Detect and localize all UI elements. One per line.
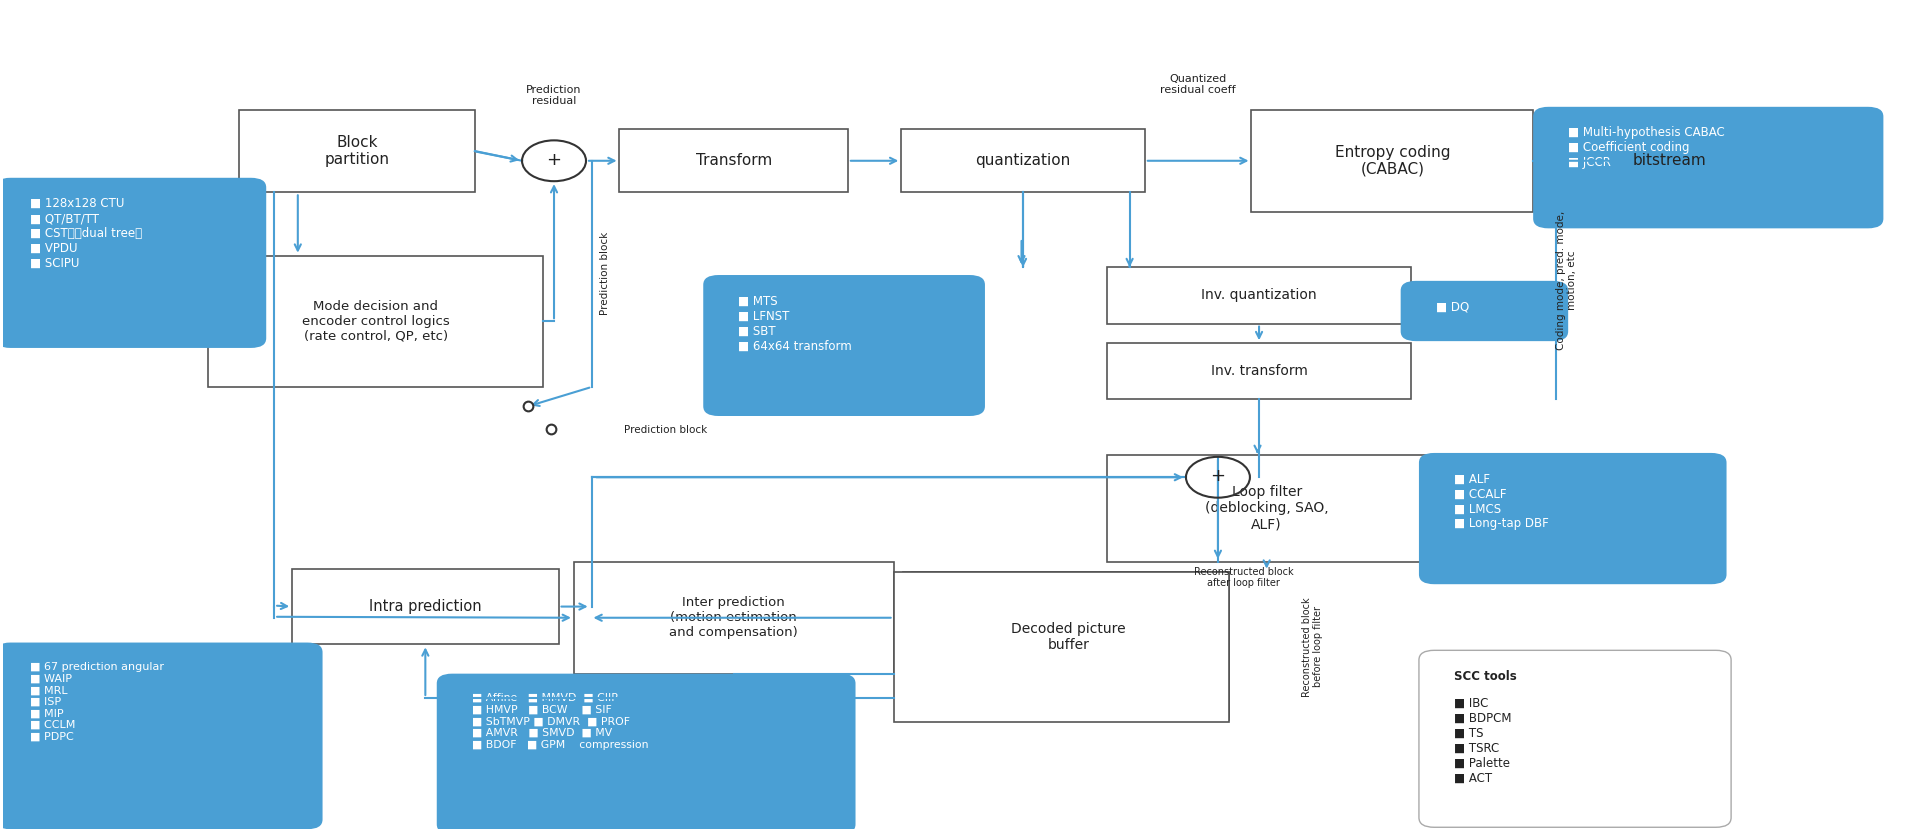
Text: quantization: quantization <box>975 153 1071 168</box>
FancyBboxPatch shape <box>1107 455 1426 562</box>
FancyBboxPatch shape <box>620 129 848 192</box>
Text: SCC tools: SCC tools <box>1455 670 1518 683</box>
Text: Inter prediction
(motion estimation
and compensation): Inter prediction (motion estimation and … <box>670 597 798 639</box>
Text: Prediction block: Prediction block <box>624 424 708 434</box>
Text: Reconstructed block
before loop filter: Reconstructed block before loop filter <box>1302 597 1323 696</box>
Text: ■ ALF
■ CCALF
■ LMCS
■ Long-tap DBF: ■ ALF ■ CCALF ■ LMCS ■ Long-tap DBF <box>1455 473 1548 530</box>
Text: Block
partition: Block partition <box>325 135 389 167</box>
Polygon shape <box>1426 505 1434 532</box>
FancyBboxPatch shape <box>1401 281 1567 341</box>
Text: +: + <box>546 151 561 169</box>
FancyBboxPatch shape <box>703 275 985 416</box>
Text: Prediction block: Prediction block <box>599 232 609 315</box>
FancyBboxPatch shape <box>920 572 1229 715</box>
Text: ■ 67 prediction angular
■ WAIP
■ MRL
■ ISP
■ MIP
■ CCLM
■ PDPC: ■ 67 prediction angular ■ WAIP ■ MRL ■ I… <box>31 662 164 741</box>
Polygon shape <box>1411 295 1416 324</box>
Text: bitstream: bitstream <box>1632 153 1707 168</box>
FancyBboxPatch shape <box>0 178 265 348</box>
Text: ■ DQ: ■ DQ <box>1436 300 1468 314</box>
Text: Transform: Transform <box>695 153 771 168</box>
FancyBboxPatch shape <box>913 572 1229 717</box>
FancyBboxPatch shape <box>1418 453 1726 584</box>
Text: ■ 128x128 CTU
■ QT/BT/TT
■ CST（即dual tree）
■ VPDU
■ SCIPU: ■ 128x128 CTU ■ QT/BT/TT ■ CST（即dual tre… <box>31 197 143 270</box>
Text: ■ IBC
■ BDPCM
■ TS
■ TSRC
■ Palette
■ ACT: ■ IBC ■ BDPCM ■ TS ■ TSRC ■ Palette ■ AC… <box>1455 697 1512 785</box>
Text: Prediction
residual: Prediction residual <box>527 85 582 106</box>
Polygon shape <box>615 674 695 683</box>
Text: Loop filter
(deblocking, SAO,
ALF): Loop filter (deblocking, SAO, ALF) <box>1205 485 1329 532</box>
FancyBboxPatch shape <box>0 642 323 830</box>
FancyBboxPatch shape <box>901 129 1145 192</box>
Text: ■ MTS
■ LFNST
■ SBT
■ 64x64 transform: ■ MTS ■ LFNST ■ SBT ■ 64x64 transform <box>739 295 851 353</box>
Text: Entropy coding
(CABAC): Entropy coding (CABAC) <box>1334 145 1451 177</box>
Text: Quantized
residual coeff: Quantized residual coeff <box>1161 73 1235 95</box>
FancyBboxPatch shape <box>437 674 855 832</box>
FancyBboxPatch shape <box>1107 267 1411 324</box>
FancyBboxPatch shape <box>1107 343 1411 399</box>
FancyBboxPatch shape <box>208 255 544 387</box>
FancyBboxPatch shape <box>1533 106 1884 228</box>
Text: ■ Affine   ■ MMVD  ■ CIIP
■ HMVP   ■ BCW    ■ SIF
■ SbTMVP ■ DMVR  ■ PROF
■ AMVR: ■ Affine ■ MMVD ■ CIIP ■ HMVP ■ BCW ■ SI… <box>472 693 649 750</box>
Text: Decoded picture
buffer: Decoded picture buffer <box>1012 622 1126 652</box>
FancyBboxPatch shape <box>1252 110 1533 212</box>
Text: Reconstructed block
after loop filter: Reconstructed block after loop filter <box>1193 567 1294 588</box>
Text: ■ Multi-hypothesis CABAC
■ Coefficient coding
■ JCCR: ■ Multi-hypothesis CABAC ■ Coefficient c… <box>1567 126 1726 169</box>
Text: Intra prediction: Intra prediction <box>368 599 481 614</box>
FancyBboxPatch shape <box>893 572 1229 722</box>
FancyBboxPatch shape <box>239 110 475 192</box>
Polygon shape <box>292 722 307 750</box>
Text: +: + <box>1210 468 1226 485</box>
FancyBboxPatch shape <box>903 572 1229 720</box>
FancyBboxPatch shape <box>292 568 559 645</box>
Text: Inv. quantization: Inv. quantization <box>1201 289 1317 303</box>
Text: Coding mode, pred. mode,
motion, etc: Coding mode, pred. mode, motion, etc <box>1556 210 1577 349</box>
FancyBboxPatch shape <box>575 562 893 674</box>
FancyBboxPatch shape <box>1418 651 1731 827</box>
Text: Inv. transform: Inv. transform <box>1210 364 1308 379</box>
Text: Mode decision and
encoder control logics
(rate control, QP, etc): Mode decision and encoder control logics… <box>302 300 451 343</box>
